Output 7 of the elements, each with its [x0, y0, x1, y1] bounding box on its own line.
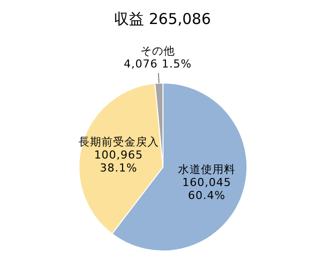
slice-label: 長期前受金戻入 — [78, 134, 159, 148]
data-label: 160,045 60.4% — [182, 175, 232, 202]
slice-label: その他 — [140, 44, 175, 58]
chart-title: 収益 265,086 — [113, 9, 212, 30]
data-label: 100,965 38.1% — [94, 148, 144, 174]
slice-label: 水道使用料 — [178, 162, 236, 176]
data-label: 4,076 1.5% — [124, 57, 192, 70]
